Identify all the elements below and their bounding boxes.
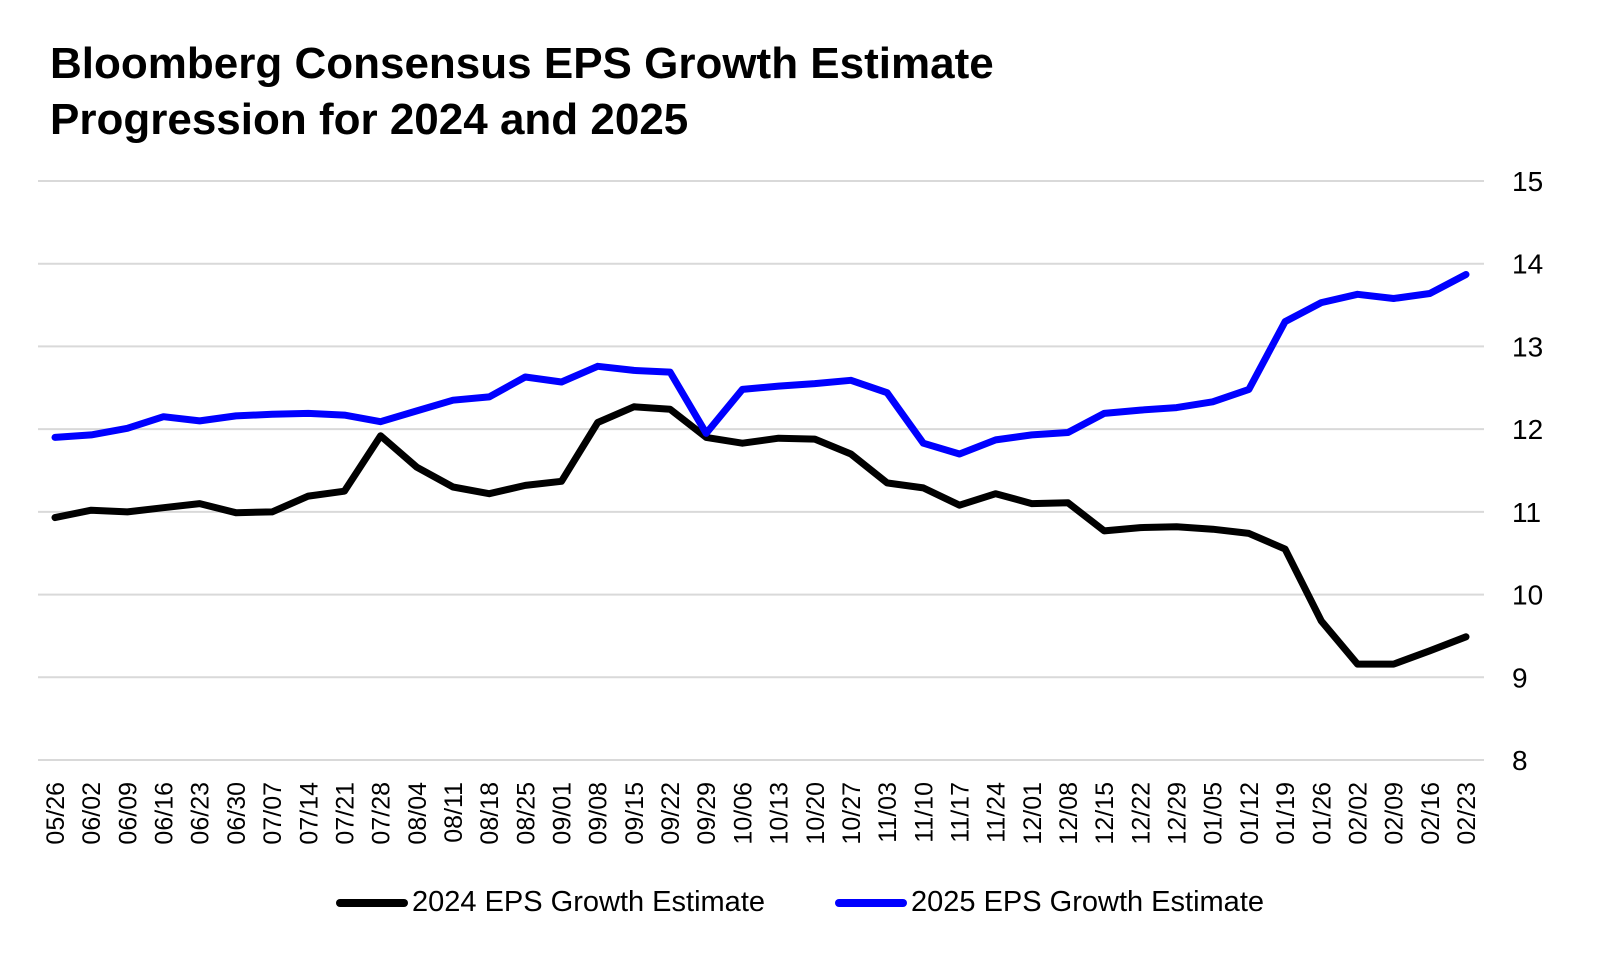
x-tick-label: 07/28: [368, 782, 396, 845]
x-tick-label: 06/30: [223, 782, 251, 845]
legend: 2024 EPS Growth Estimate 2025 EPS Growth…: [0, 886, 1600, 919]
x-tick-label: 11/17: [946, 782, 974, 843]
x-tick-label: 08/11: [440, 782, 468, 843]
legend-swatch-2024: [336, 898, 408, 907]
x-tick-label: 11/10: [910, 782, 938, 843]
x-tick-label: 07/21: [331, 782, 359, 845]
x-tick-label: 09/15: [621, 782, 649, 845]
series-line-2025: [51, 271, 1470, 458]
y-tick-label: 13: [1512, 331, 1543, 362]
x-tick-label: 02/16: [1417, 782, 1445, 845]
x-tick-label: 10/20: [802, 782, 830, 845]
x-tick-label: 06/16: [151, 782, 179, 845]
x-axis-ticks: 05/26 06/02 06/09 06/16 06/23 06/30 07/07 07/14…: [42, 782, 1481, 845]
x-tick-label: 10/27: [838, 782, 866, 845]
x-tick-label: 05/26: [42, 782, 70, 845]
x-tick-label: 09/08: [585, 782, 613, 845]
x-tick-label: 02/02: [1344, 782, 1372, 845]
x-tick-label: 02/09: [1381, 782, 1409, 845]
chart-title-line-1: Bloomberg Consensus EPS Growth Estimate: [50, 39, 994, 88]
x-tick-label: 09/29: [693, 782, 721, 845]
x-tick-label: 06/09: [114, 782, 142, 845]
x-tick-label: 02/23: [1453, 782, 1481, 845]
x-tick-label: 01/19: [1272, 782, 1300, 845]
x-tick-label: 01/05: [1200, 782, 1228, 845]
legend-label-2025: 2025 EPS Growth Estimate: [911, 886, 1264, 918]
x-tick-label: 08/25: [512, 782, 540, 845]
series-line-2024: [51, 403, 1470, 668]
legend-item-2024[interactable]: 2024 EPS Growth Estimate: [336, 886, 765, 919]
chart-title-line-2: Progression for 2024 and 2025: [50, 95, 689, 144]
gridlines: [38, 180, 1484, 761]
y-tick-label: 10: [1512, 580, 1543, 611]
y-tick-label: 9: [1512, 662, 1528, 693]
x-tick-label: 12/01: [1019, 782, 1047, 845]
x-tick-label: 06/23: [187, 782, 215, 845]
x-tick-label: 07/14: [295, 782, 323, 845]
legend-label-2024: 2024 EPS Growth Estimate: [412, 886, 765, 918]
x-tick-label: 11/24: [983, 782, 1011, 843]
legend-swatch-2025: [835, 898, 907, 907]
x-tick-label: 10/13: [766, 782, 794, 845]
y-tick-label: 15: [1512, 166, 1543, 197]
x-tick-label: 12/29: [1164, 782, 1192, 845]
x-tick-label: 09/22: [657, 782, 685, 845]
series-lines: [51, 271, 1470, 668]
legend-item-2025[interactable]: 2025 EPS Growth Estimate: [835, 886, 1264, 919]
y-tick-label: 12: [1512, 414, 1543, 445]
y-tick-label: 8: [1512, 745, 1528, 776]
y-tick-label: 14: [1512, 249, 1543, 280]
x-tick-label: 08/18: [476, 782, 504, 845]
x-tick-label: 09/01: [549, 782, 577, 845]
x-tick-label: 08/04: [404, 782, 432, 845]
x-tick-label: 12/15: [1091, 782, 1119, 845]
x-tick-label: 11/03: [874, 782, 902, 843]
x-tick-label: 01/26: [1308, 782, 1336, 845]
x-tick-label: 01/12: [1236, 782, 1264, 845]
x-tick-label: 12/22: [1127, 782, 1155, 845]
y-tick-label: 11: [1512, 497, 1541, 528]
x-tick-label: 06/02: [78, 782, 106, 845]
y-axis-ticks: 8 9 10 11 12 13 14 15: [1512, 166, 1543, 776]
x-tick-label: 12/08: [1055, 782, 1083, 845]
chart-title: Bloomberg Consensus EPS Growth Estimate …: [50, 36, 994, 148]
x-tick-label: 07/07: [259, 782, 287, 845]
x-tick-label: 10/06: [729, 782, 757, 845]
